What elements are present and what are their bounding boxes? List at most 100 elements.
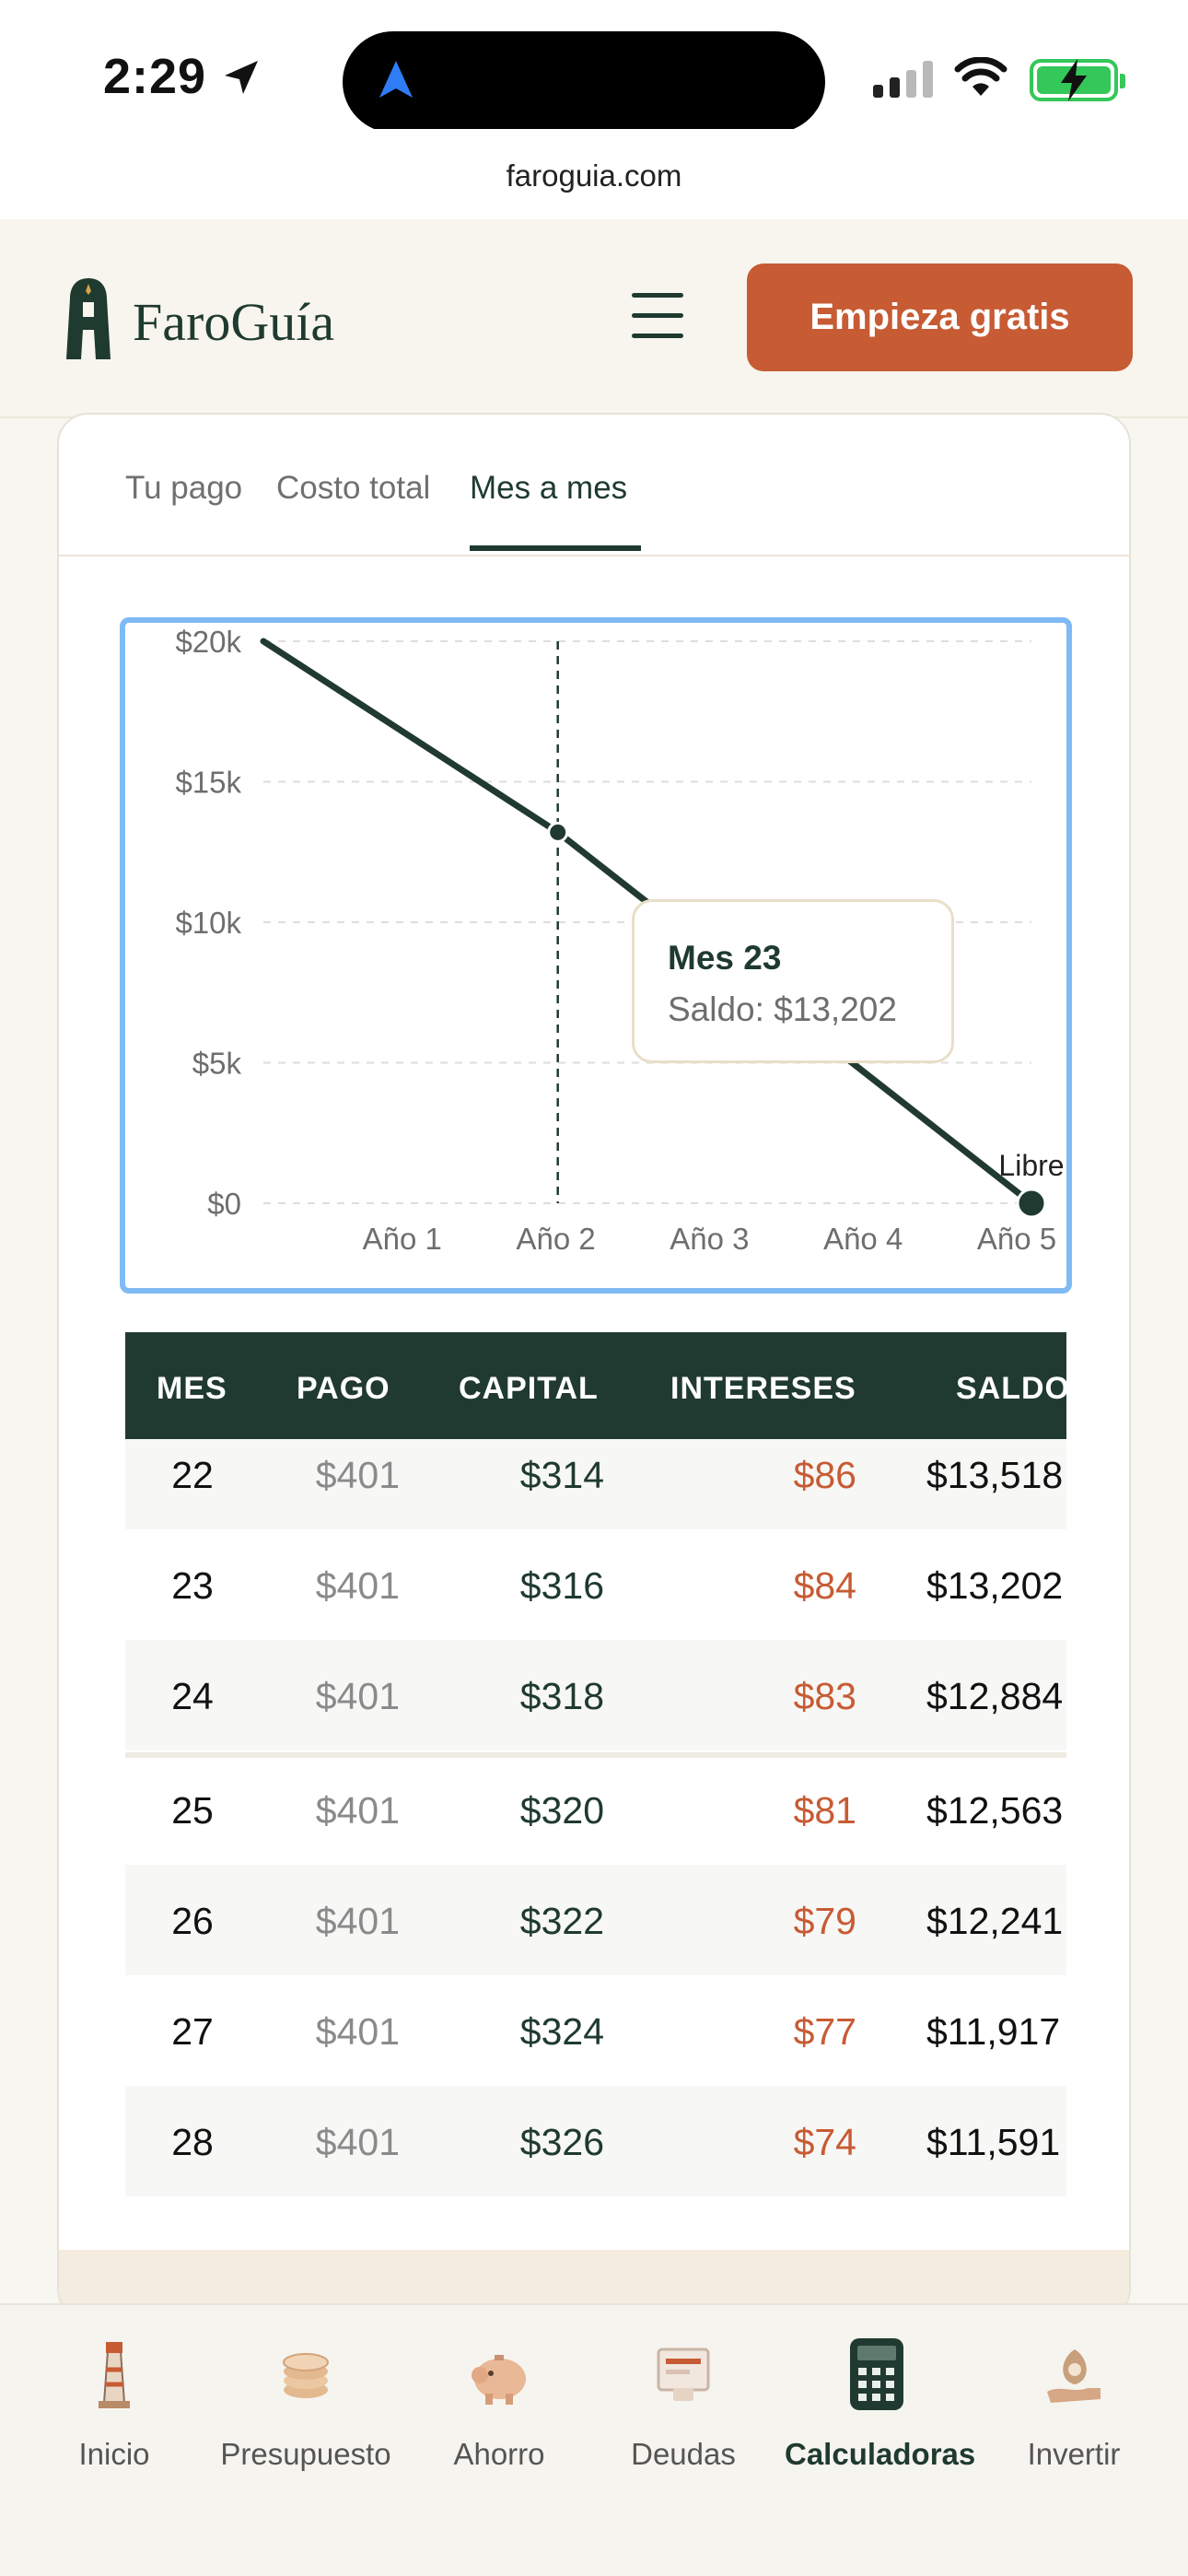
card-bill-icon	[657, 2348, 710, 2401]
wifi-icon	[954, 57, 1007, 96]
cell-pago: $401	[315, 1454, 400, 1496]
cell-intereses: $81	[793, 1789, 856, 1832]
tab-costo-total[interactable]: Costo total	[276, 470, 431, 506]
cell-mes: 28	[171, 2121, 214, 2163]
nav-presupuesto[interactable]: Presupuesto	[214, 2333, 398, 2472]
cell-pago: $401	[315, 2121, 400, 2163]
table-row: 26 $401 $322 $79 $12,241	[125, 1865, 1066, 1975]
nav-inicio[interactable]: Inicio	[50, 2333, 179, 2472]
end-label: Libre	[998, 1149, 1064, 1182]
nav-label-invertir: Invertir	[1027, 2437, 1121, 2471]
y-tick-label: $10k	[175, 906, 241, 940]
url-text[interactable]: faroguia.com	[506, 158, 682, 193]
cell-intereses: $86	[793, 1454, 856, 1496]
table-header: MES PAGO CAPITAL INTERESES SALDO	[125, 1332, 1066, 1439]
year-divider	[125, 1752, 1066, 1758]
cellular-signal-icon	[873, 61, 933, 98]
nav-label-deudas: Deudas	[631, 2437, 736, 2471]
cell-pago: $401	[315, 1564, 400, 1607]
lighthouse-icon	[99, 2342, 130, 2408]
cell-intereses: $79	[793, 1900, 856, 1942]
table-row: 24 $401 $318 $83 $12,884	[125, 1640, 1066, 1751]
header-capital: CAPITAL	[459, 1371, 599, 1406]
y-tick-label: $15k	[175, 766, 241, 800]
tab-tu-pago[interactable]: Tu pago	[125, 470, 243, 506]
cell-intereses: $74	[793, 2121, 856, 2163]
site-header: FaroGuía Empieza gratis	[0, 219, 1188, 418]
cell-saldo: $13,202	[926, 1564, 1064, 1607]
nav-ahorro[interactable]: Ahorro	[435, 2333, 564, 2472]
nav-label-inicio: Inicio	[78, 2437, 150, 2471]
cell-saldo: $12,884	[926, 1675, 1064, 1717]
table-row: 23 $401 $316 $84 $13,202	[125, 1529, 1066, 1640]
cell-capital: $326	[519, 2121, 604, 2163]
dynamic-island	[343, 31, 825, 133]
menu-icon[interactable]	[632, 293, 683, 339]
nav-label-presupuesto: Presupuesto	[220, 2437, 391, 2471]
tab-bar: Tu pago Costo total Mes a mes	[59, 415, 1129, 556]
end-point	[1016, 1188, 1047, 1219]
start-free-button[interactable]: Empieza gratis	[747, 263, 1133, 371]
chart-svg: $0 $5k $10k $15k $20k Año 1 Año 2 Año 3 Año 4 Año…	[175, 625, 1064, 1256]
bottom-navigation: Inicio Presupuesto Ahorro Deudas Calcula…	[0, 2303, 1188, 2576]
cell-capital: $316	[519, 1564, 604, 1607]
cell-mes: 23	[171, 1564, 214, 1607]
active-tab-indicator	[470, 545, 641, 551]
cell-capital: $324	[519, 2010, 604, 2053]
tooltip-value: Saldo: $13,202	[668, 990, 897, 1028]
cell-intereses: $77	[793, 2010, 856, 2053]
cell-intereses: $84	[793, 1564, 856, 1607]
cell-pago: $401	[315, 1900, 400, 1942]
piggy-bank-icon	[472, 2355, 526, 2405]
nav-invertir[interactable]: Invertir	[1009, 2333, 1138, 2472]
cell-saldo: $11,917	[926, 2010, 1061, 2053]
y-tick-label: $0	[207, 1187, 241, 1221]
cell-mes: 24	[171, 1675, 214, 1717]
cell-capital: $318	[519, 1675, 604, 1717]
table-row: 25 $401 $320 $81 $12,563	[125, 1754, 1066, 1865]
cell-pago: $401	[315, 1789, 400, 1832]
y-tick-label: $5k	[192, 1047, 242, 1081]
x-tick-label: Año 1	[363, 1222, 442, 1256]
table-row: 27 $401 $324 $77 $11,917	[125, 1975, 1066, 2086]
table-row: 28 $401 $326 $74 $11,591	[125, 2086, 1066, 2196]
chart-tooltip: Mes 23 Saldo: $13,202	[632, 899, 954, 1063]
x-tick-label: Año 3	[670, 1222, 749, 1256]
nav-deudas[interactable]: Deudas	[619, 2333, 748, 2472]
cell-pago: $401	[315, 1675, 400, 1717]
status-time: 2:29	[103, 49, 207, 104]
cell-capital: $322	[519, 1900, 604, 1942]
cell-saldo: $11,591	[926, 2121, 1061, 2163]
x-tick-label: Año 4	[823, 1222, 903, 1256]
y-tick-label: $20k	[175, 625, 241, 659]
lighthouse-logo-icon	[66, 278, 111, 359]
tab-mes-a-mes[interactable]: Mes a mes	[470, 470, 628, 506]
nav-label-calculadoras: Calculadoras	[785, 2437, 976, 2471]
cell-mes: 25	[171, 1789, 214, 1832]
nav-calculadoras[interactable]: Calculadoras	[785, 2333, 976, 2472]
cell-saldo: $12,241	[926, 1900, 1064, 1942]
logo-text[interactable]: FaroGuía	[133, 292, 335, 352]
balance-chart[interactable]: $0 $5k $10k $15k $20k Año 1 Año 2 Año 3 Año 4 Año…	[120, 617, 1072, 1294]
cell-capital: $320	[519, 1789, 604, 1832]
header-pago: PAGO	[297, 1371, 390, 1406]
nav-label-ahorro: Ahorro	[453, 2437, 545, 2471]
cell-mes: 26	[171, 1900, 214, 1942]
x-tick-label: Año 5	[977, 1222, 1056, 1256]
money-bag-hand-icon	[1047, 2349, 1101, 2403]
cell-saldo: $12,563	[926, 1789, 1064, 1832]
cell-pago: $401	[315, 2010, 400, 2053]
navigation-arrow-icon	[379, 61, 413, 98]
header-intereses: INTERESES	[670, 1371, 856, 1406]
charging-bolt-icon	[1061, 59, 1087, 101]
cell-capital: $314	[519, 1454, 604, 1496]
coins-icon	[283, 2353, 329, 2398]
cell-intereses: $83	[793, 1675, 856, 1717]
amortization-table[interactable]: 22 $401 $314 $86 $13,518 23 $401 $316 $84 $13,202…	[125, 1332, 1066, 2202]
cell-mes: 22	[171, 1454, 214, 1496]
cell-saldo: $13,518	[926, 1454, 1064, 1496]
calculator-card: Tu pago Costo total Mes a mes $0 $5k $10k $…	[57, 413, 1131, 2320]
header-saldo: SALDO	[956, 1371, 1066, 1406]
calculator-icon	[850, 2338, 903, 2410]
header-mes: MES	[157, 1371, 227, 1406]
